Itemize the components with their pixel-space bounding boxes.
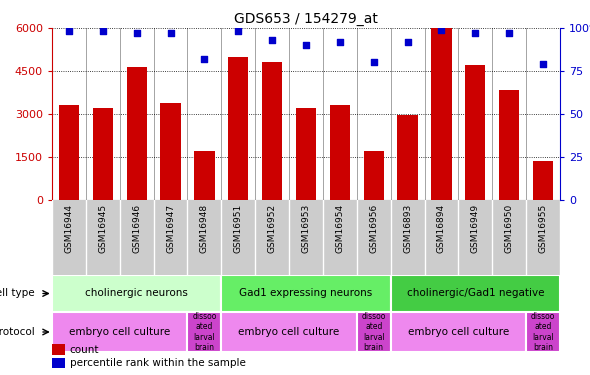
- Bar: [160, 102, 181, 200]
- Bar: [52, 275, 221, 312]
- Bar: [357, 312, 391, 352]
- Text: GSM16894: GSM16894: [437, 204, 446, 253]
- Title: GDS653 / 154279_at: GDS653 / 154279_at: [234, 12, 378, 26]
- Bar: [526, 312, 560, 352]
- Text: dissoo
ated
larval
brain: dissoo ated larval brain: [362, 312, 386, 352]
- Bar: [391, 312, 526, 352]
- Bar: [296, 108, 316, 200]
- Text: GSM16944: GSM16944: [64, 204, 73, 253]
- Point: [64, 28, 74, 34]
- Text: GSM16893: GSM16893: [403, 204, 412, 253]
- Bar: [363, 151, 384, 200]
- Bar: [194, 151, 215, 200]
- Bar: [499, 90, 519, 200]
- Bar: [398, 116, 418, 200]
- Point: [199, 56, 209, 62]
- Point: [437, 27, 446, 33]
- Text: GSM16954: GSM16954: [335, 204, 345, 253]
- Text: cell type: cell type: [0, 288, 35, 298]
- Text: GSM16945: GSM16945: [99, 204, 107, 253]
- Text: GSM16947: GSM16947: [166, 204, 175, 253]
- Point: [98, 28, 107, 34]
- Bar: [221, 275, 391, 312]
- Bar: [59, 105, 79, 200]
- Point: [234, 28, 243, 34]
- Bar: [431, 28, 451, 200]
- Text: GSM16952: GSM16952: [268, 204, 277, 253]
- Point: [301, 42, 311, 48]
- Point: [267, 37, 277, 43]
- Bar: [52, 312, 188, 352]
- Point: [335, 39, 345, 45]
- Bar: [188, 312, 221, 352]
- Text: GSM16955: GSM16955: [539, 204, 548, 253]
- Point: [132, 30, 142, 36]
- Point: [166, 30, 175, 36]
- Text: embryo cell culture: embryo cell culture: [238, 327, 340, 337]
- Text: cholinergic/Gad1 negative: cholinergic/Gad1 negative: [407, 288, 544, 298]
- Text: GSM16948: GSM16948: [200, 204, 209, 253]
- Text: GSM16949: GSM16949: [471, 204, 480, 253]
- Bar: [221, 312, 357, 352]
- Point: [471, 30, 480, 36]
- Point: [369, 59, 378, 65]
- Bar: [465, 65, 486, 200]
- Text: dissoo
ated
larval
brain: dissoo ated larval brain: [192, 312, 217, 352]
- Bar: [126, 67, 147, 200]
- Bar: [228, 57, 248, 200]
- Text: GSM16951: GSM16951: [234, 204, 242, 253]
- Text: GSM16950: GSM16950: [504, 204, 514, 253]
- Bar: [330, 105, 350, 200]
- Text: GSM16953: GSM16953: [301, 204, 310, 253]
- Text: Gad1 expressing neurons: Gad1 expressing neurons: [240, 288, 373, 298]
- Point: [403, 39, 412, 45]
- Text: protocol: protocol: [0, 327, 35, 337]
- Bar: [52, 344, 65, 355]
- Text: percentile rank within the sample: percentile rank within the sample: [70, 358, 245, 368]
- Text: dissoo
ated
larval
brain: dissoo ated larval brain: [531, 312, 555, 352]
- Text: cholinergic neurons: cholinergic neurons: [85, 288, 188, 298]
- Bar: [533, 161, 553, 200]
- Point: [504, 30, 514, 36]
- Text: GSM16946: GSM16946: [132, 204, 141, 253]
- Text: embryo cell culture: embryo cell culture: [69, 327, 171, 337]
- Text: embryo cell culture: embryo cell culture: [408, 327, 509, 337]
- Text: GSM16956: GSM16956: [369, 204, 378, 253]
- Bar: [262, 62, 282, 200]
- Point: [538, 61, 548, 67]
- Bar: [93, 108, 113, 200]
- Bar: [52, 358, 65, 368]
- Bar: [391, 275, 560, 312]
- Text: count: count: [70, 345, 99, 355]
